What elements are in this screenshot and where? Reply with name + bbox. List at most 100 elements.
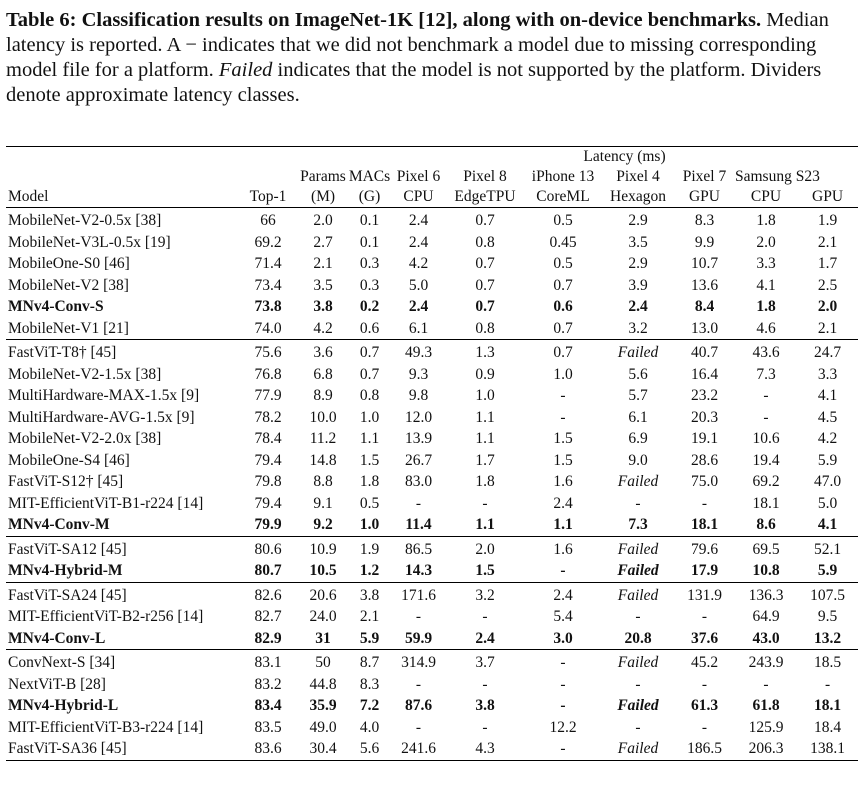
model-name-cell: MobileNet-V1 [21] — [8, 319, 129, 337]
value-cell: 0.7 — [475, 255, 495, 272]
value-cell: 86.5 — [391, 535, 446, 560]
model-name-cell: MobileOne-S0 [46] — [8, 255, 130, 272]
value-cell: 0.7 — [524, 339, 602, 364]
value-cell: 1.7 — [817, 255, 838, 272]
value-cell: - — [415, 608, 422, 625]
value-cell: 2.4 — [475, 629, 495, 647]
value-cell: - — [482, 608, 488, 625]
value-cell: 1.0 — [553, 365, 573, 383]
table-row: MobileNet-V2 [38] 73.4 3.5 0.3 5.0 0.7 0.7 3.9 1… — [6, 275, 858, 297]
value-cell: 1.1 — [475, 516, 495, 533]
value-cell: 23.2 — [690, 387, 719, 404]
value-cell: 186.5 — [687, 740, 722, 757]
header-row-1: Params MACs Pixel 6 Pixel 8 iPhone 13 Pixel 4… — [6, 167, 858, 187]
value-cell: 2.4 — [553, 494, 573, 512]
table-row: MNv4-Conv-S 73.8 3.8 0.2 2.4 0.7 0.6 2.4 8.4 1.8 2… — [6, 296, 858, 318]
value-cell: Failed — [617, 740, 659, 757]
value-cell: 5.6 — [628, 365, 648, 383]
value-cell: 0.7 — [553, 276, 573, 294]
model-name-cell: FastViT-T8† [45] — [6, 339, 238, 364]
value-cell: 5.9 — [817, 562, 838, 579]
value-cell: 9.2 — [313, 516, 333, 533]
value-cell: 125.9 — [748, 718, 784, 736]
value-cell: 3.3 — [817, 365, 838, 383]
value-cell: - — [763, 675, 769, 693]
value-cell: - — [560, 562, 566, 579]
header-cell: Pixel 7 — [682, 168, 727, 185]
table-row: FastViT-S12† [45] 79.8 8.8 1.8 83.0 1.8 1.6 Fai… — [6, 471, 858, 493]
value-cell: 3.7 — [446, 649, 524, 674]
value-cell: 79.4 — [254, 451, 282, 469]
value-cell: 5.4 — [553, 608, 573, 625]
value-cell: 83.6 — [254, 740, 282, 757]
value-cell: 45.2 — [674, 649, 735, 674]
value-cell: 79.8 — [254, 473, 282, 490]
value-cell: 241.6 — [401, 740, 436, 757]
value-cell: 2.9 — [602, 207, 674, 232]
value-cell: 2.1 — [313, 255, 333, 272]
value-cell: 2.9 — [628, 255, 648, 272]
value-cell: 2.4 — [408, 233, 429, 251]
value-cell: 2.0 — [817, 298, 838, 315]
value-cell: 3.3 — [756, 255, 776, 272]
value-cell: 2.4 — [524, 581, 602, 606]
value-cell: 20.8 — [624, 629, 652, 647]
table-row: MNv4-Hybrid-M 80.7 10.5 1.2 14.3 1.5 - Failed 17… — [6, 560, 858, 582]
value-cell: 0.9 — [475, 365, 495, 383]
value-cell: 28.6 — [690, 451, 719, 469]
table-row: MNv4-Hybrid-L 83.4 35.9 7.2 87.6 3.8 - Failed 61… — [6, 695, 858, 717]
value-cell: 2.7 — [313, 233, 333, 251]
value-cell: 69.2 — [752, 473, 780, 490]
value-cell: 8.6 — [756, 516, 776, 533]
value-cell: 2.0 — [298, 207, 348, 232]
value-cell: - — [560, 697, 566, 714]
header-cell: Top-1 — [249, 188, 287, 205]
value-cell: 79.6 — [674, 535, 735, 560]
value-cell: 9.8 — [408, 387, 429, 404]
model-name-cell: MobileNet-V2-0.5x [38] — [6, 207, 238, 232]
table-row: FastViT-SA24 [45] 82.6 20.6 3.8 171.6 3.2 2.4 F… — [6, 581, 859, 606]
value-cell: 314.9 — [391, 649, 446, 674]
value-cell: 18.1 — [813, 697, 842, 714]
value-cell: 12.0 — [404, 408, 433, 426]
value-cell: 83.0 — [404, 473, 433, 490]
header-cell: iPhone 13 — [531, 168, 595, 185]
value-cell: 1.0 — [359, 408, 380, 426]
value-cell: 1.8 — [475, 473, 495, 490]
value-cell: 83.4 — [254, 697, 282, 714]
table-row: FastViT-SA12 [45] 80.6 10.9 1.9 86.5 2.0 1.6 Fa… — [6, 535, 859, 560]
value-cell: 4.1 — [756, 276, 776, 294]
value-cell: Failed — [617, 697, 659, 714]
value-cell: 131.9 — [674, 581, 735, 606]
value-cell: - — [415, 494, 422, 512]
value-cell: 79.4 — [254, 494, 282, 512]
value-cell: 2.4 — [408, 298, 429, 315]
value-cell: 3.0 — [553, 629, 573, 647]
table-row: MobileNet-V2-1.5x [38] 76.8 6.8 0.7 9.3 0.9 1.… — [6, 364, 858, 386]
value-cell: 1.0 — [475, 387, 495, 404]
value-cell: 59.9 — [404, 629, 433, 647]
value-cell: 3.8 — [313, 298, 333, 315]
value-cell: 61.8 — [752, 697, 780, 714]
value-cell: 4.3 — [475, 740, 495, 757]
value-cell: 64.9 — [752, 608, 780, 625]
value-cell: 2.1 — [817, 233, 838, 251]
model-name-cell: MIT-EfficientViT-B1-r224 [14] — [8, 494, 204, 512]
value-cell: 77.9 — [254, 387, 282, 404]
model-name-cell: MultiHardware-AVG-1.5x [9] — [8, 408, 195, 426]
value-cell: - — [701, 608, 708, 625]
value-cell: 5.6 — [359, 740, 380, 757]
value-cell: 9.3 — [408, 365, 429, 383]
caption-title: Table 6: Classification results on Image… — [6, 9, 762, 31]
value-cell: 18.1 — [752, 494, 780, 512]
value-cell: 5.0 — [817, 494, 838, 512]
value-cell: 0.5 — [553, 255, 573, 272]
value-cell: 0.6 — [359, 319, 380, 337]
value-cell: 83.2 — [254, 675, 282, 693]
value-cell: 78.4 — [254, 430, 282, 447]
value-cell: 1.7 — [475, 451, 495, 469]
value-cell: 73.8 — [254, 298, 282, 315]
value-cell: 243.9 — [735, 649, 797, 674]
header-cell: MACs — [348, 168, 391, 185]
value-cell: 0.2 — [359, 298, 380, 315]
